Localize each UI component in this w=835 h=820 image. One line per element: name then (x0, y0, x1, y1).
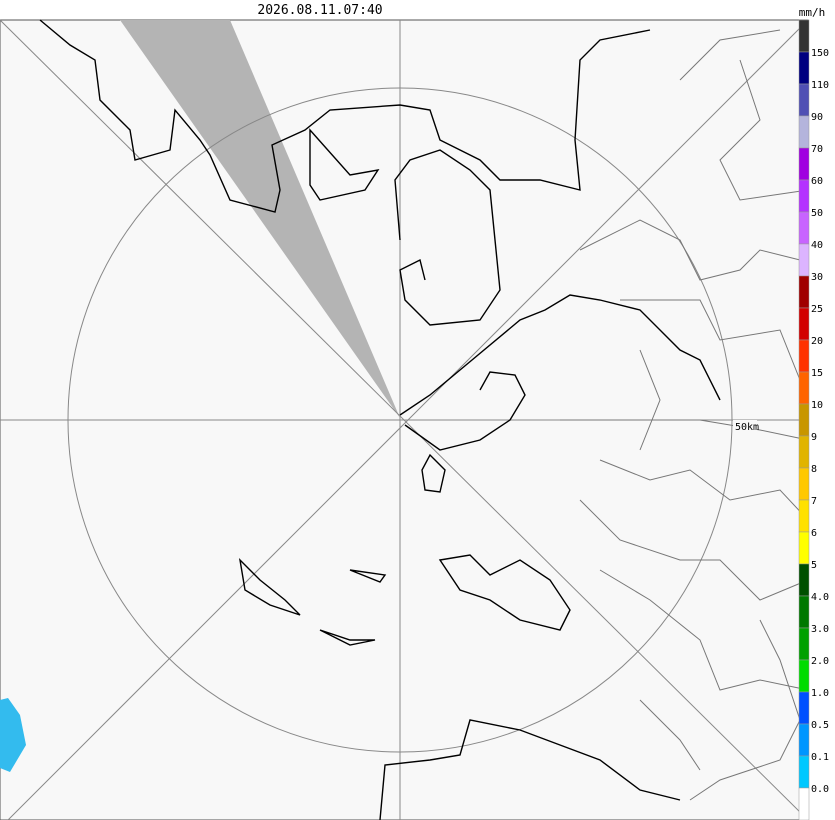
legend-swatch (798, 755, 810, 789)
legend-label: 8 (811, 464, 817, 475)
legend-unit: mm/h (799, 6, 826, 19)
legend-label: 0.5 (811, 720, 829, 731)
legend-swatch (798, 51, 810, 85)
legend-swatch (798, 659, 810, 693)
legend-label: 40 (811, 240, 823, 251)
legend-swatch (798, 179, 810, 213)
legend-swatch (798, 371, 810, 405)
legend-swatch (798, 83, 810, 117)
legend-label: 4.0 (811, 592, 829, 603)
map (0, 19, 809, 820)
coastline (379, 719, 681, 820)
legend-label: 5 (811, 560, 817, 571)
legend-swatch (798, 19, 810, 53)
legend-swatch (798, 307, 810, 341)
coastline (404, 371, 526, 451)
legend-swatch (798, 531, 810, 565)
legend-swatch (798, 563, 810, 597)
timestamp: 2026.08.11.07:40 (257, 3, 382, 18)
legend-label: 50 (811, 208, 823, 219)
legend-swatch (798, 243, 810, 277)
coastline (39, 19, 651, 213)
legend-label: 20 (811, 336, 823, 347)
legend-swatch (798, 339, 810, 373)
coastline (238, 557, 387, 646)
legend-label: 0.1 (811, 752, 829, 763)
legend-label: 1.0 (811, 688, 829, 699)
admin-border (560, 29, 809, 601)
legend-label: 3.0 (811, 624, 829, 635)
coastline (438, 554, 571, 631)
legend-label: 2.0 (811, 656, 829, 667)
legend-label: 10 (811, 400, 823, 411)
range-label-bg (733, 420, 757, 432)
legend-swatch (798, 787, 810, 820)
legend-swatch (798, 691, 810, 725)
legend: 150 110 90 70 60 50 40 30 25 20 15 10 9 8 7 6 5 4.0 3.0 2.0… (798, 19, 829, 820)
legend-swatch (798, 403, 810, 437)
beam-blockage (120, 20, 400, 418)
legend-label: 60 (811, 176, 823, 187)
crosshair (0, 19, 809, 820)
coastline (399, 294, 721, 416)
rain-echo (0, 698, 26, 772)
legend-swatch (798, 723, 810, 757)
legend-label: 9 (811, 432, 817, 443)
legend-swatch (798, 435, 810, 469)
coastline (309, 128, 446, 493)
legend-label: 110 (811, 80, 829, 91)
coastline (394, 149, 501, 326)
legend-label: 30 (811, 272, 823, 283)
legend-label: 90 (811, 112, 823, 123)
legend-swatch (798, 275, 810, 309)
crosshair (7, 19, 809, 820)
legend-swatch (798, 627, 810, 661)
legend-label: 25 (811, 304, 823, 315)
legend-label: 15 (811, 368, 823, 379)
legend-label: 150 (811, 48, 829, 59)
legend-swatch (798, 467, 810, 501)
legend-swatch (798, 147, 810, 181)
legend-label: 6 (811, 528, 817, 539)
legend-label: 7 (811, 496, 817, 507)
legend-swatch (798, 595, 810, 629)
legend-swatch (798, 211, 810, 245)
legend-swatch (798, 499, 810, 533)
range-label: 50km (735, 422, 759, 433)
admin-border (599, 569, 809, 801)
legend-label: 0.0 (811, 784, 829, 795)
legend-swatch (798, 115, 810, 149)
legend-label: 70 (811, 144, 823, 155)
